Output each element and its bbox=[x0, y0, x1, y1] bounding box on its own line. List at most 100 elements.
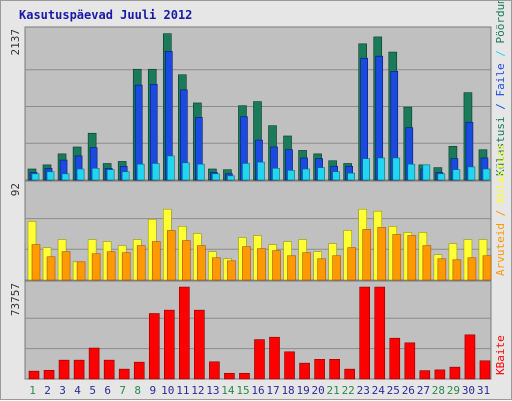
x-tick-label: 16 bbox=[251, 384, 264, 397]
bar-hits bbox=[302, 168, 310, 181]
x-tick-label: 15 bbox=[236, 384, 249, 397]
x-tick-label: 19 bbox=[296, 384, 309, 397]
x-tick-label: 5 bbox=[89, 384, 96, 397]
bar-kbytes bbox=[73, 359, 85, 380]
x-tick-label: 22 bbox=[342, 384, 355, 397]
x-tick-label: 27 bbox=[417, 384, 430, 397]
bar-hits bbox=[31, 173, 40, 181]
y-max-label: 2137 bbox=[9, 29, 22, 56]
legend-part: / bbox=[494, 44, 507, 64]
bar-kbytes bbox=[239, 372, 250, 380]
bar-hosts bbox=[227, 260, 236, 281]
bar-hits bbox=[182, 162, 190, 181]
x-tick-label: 14 bbox=[221, 384, 235, 397]
bar-hosts bbox=[106, 251, 116, 281]
bar-hits bbox=[61, 173, 70, 181]
legend-part: KBaite bbox=[494, 335, 507, 375]
bar-hits bbox=[287, 170, 295, 181]
bar-hits bbox=[46, 171, 55, 181]
bar-hosts bbox=[437, 258, 447, 281]
bar-hits bbox=[407, 163, 416, 181]
bar-hosts bbox=[362, 229, 372, 281]
bar-kbytes bbox=[269, 336, 280, 380]
bar-hosts bbox=[257, 248, 266, 281]
y-max-label: 73757 bbox=[9, 283, 22, 316]
x-tick-label: 25 bbox=[387, 384, 400, 397]
bar-hits bbox=[452, 169, 461, 181]
bar-hits bbox=[136, 163, 145, 181]
bar-hosts bbox=[91, 253, 101, 281]
page-title: Kasutuspäevad Juuli 2012 bbox=[19, 8, 193, 22]
series-legend: Külastusi / Faile / Pöördumisi bbox=[494, 1, 507, 176]
legend-part: Arvuteid bbox=[494, 223, 507, 276]
bar-hits bbox=[347, 172, 355, 181]
bar-hosts bbox=[31, 244, 41, 281]
bar-kbytes bbox=[314, 358, 325, 380]
bar-hosts bbox=[197, 245, 206, 281]
bar-hits bbox=[482, 168, 491, 181]
x-tick-label: 21 bbox=[327, 384, 340, 397]
bar-kbytes bbox=[389, 337, 401, 380]
bar-hosts bbox=[302, 252, 311, 281]
legend-part: Pöördumisi bbox=[494, 1, 507, 44]
bar-hosts bbox=[467, 257, 477, 281]
x-tick-label: 10 bbox=[161, 384, 174, 397]
bar-kbytes bbox=[479, 360, 491, 380]
bar-kbytes bbox=[464, 334, 476, 380]
bar-hosts bbox=[61, 251, 71, 281]
bar-kbytes bbox=[133, 361, 145, 380]
bar-hits bbox=[121, 171, 130, 181]
bar-kbytes bbox=[254, 339, 265, 380]
bar-hits bbox=[91, 168, 100, 181]
bar-hits bbox=[257, 161, 265, 181]
bar-kbytes bbox=[374, 286, 386, 380]
bar-kbytes bbox=[179, 286, 190, 380]
bar-kbytes bbox=[209, 361, 220, 380]
bar-hits bbox=[106, 169, 115, 181]
bar-kbytes bbox=[43, 369, 55, 380]
legend-part: Faile bbox=[494, 63, 507, 96]
bar-hits bbox=[151, 163, 160, 181]
series-legend: Arvuteid / Külastusi bbox=[494, 144, 507, 276]
x-tick-label: 7 bbox=[119, 384, 126, 397]
bar-hosts bbox=[76, 261, 86, 281]
bar-hosts bbox=[407, 235, 417, 281]
bar-kbytes bbox=[284, 351, 295, 380]
bar-hosts bbox=[212, 257, 221, 281]
bar-hits bbox=[332, 171, 340, 181]
x-tick-label: 1 bbox=[29, 384, 36, 397]
bar-kbytes bbox=[88, 347, 100, 380]
bar-hits bbox=[272, 168, 280, 181]
bar-kbytes bbox=[449, 366, 461, 380]
bar-hosts bbox=[272, 250, 281, 281]
bar-kbytes bbox=[329, 358, 340, 380]
bar-kbytes bbox=[359, 286, 371, 380]
bar-hosts bbox=[46, 256, 56, 281]
legend-part: Külastusi bbox=[494, 144, 507, 204]
bar-hits bbox=[76, 168, 85, 181]
x-tick-label: 17 bbox=[266, 384, 279, 397]
bar-hosts bbox=[166, 230, 176, 281]
bar-hits bbox=[377, 157, 386, 181]
x-tick-label: 18 bbox=[281, 384, 294, 397]
x-tick-label: 2 bbox=[44, 384, 51, 397]
x-tick-label: 29 bbox=[447, 384, 460, 397]
x-tick-label: 3 bbox=[59, 384, 66, 397]
legend-part: / bbox=[494, 203, 507, 223]
x-tick-label: 31 bbox=[477, 384, 490, 397]
bar-hosts bbox=[182, 240, 191, 281]
x-tick-label: 9 bbox=[149, 384, 156, 397]
x-tick-label: 20 bbox=[312, 384, 325, 397]
bar-kbytes bbox=[224, 372, 235, 380]
bar-hosts bbox=[392, 234, 402, 281]
bar-hosts bbox=[136, 245, 146, 281]
bar-kbytes bbox=[28, 370, 40, 380]
bar-hosts bbox=[151, 241, 161, 281]
x-tick-label: 4 bbox=[74, 384, 81, 397]
bar-hits bbox=[166, 155, 175, 181]
series-legend: KBaite bbox=[494, 335, 507, 375]
bar-kbytes bbox=[163, 309, 175, 380]
bar-hosts bbox=[287, 255, 296, 281]
